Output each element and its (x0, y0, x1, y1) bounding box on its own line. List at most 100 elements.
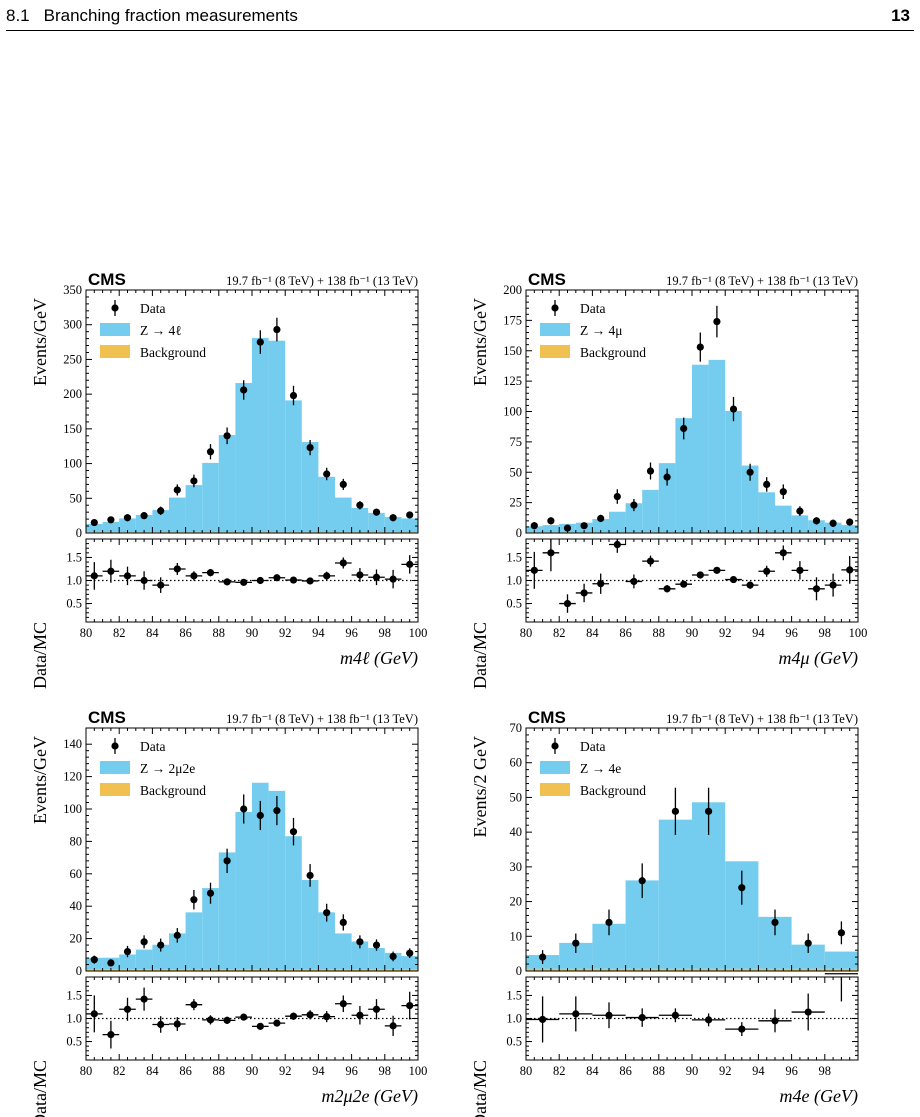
x-tick-label: 90 (686, 1064, 699, 1078)
ratio-tick-label: 1.5 (66, 550, 82, 564)
signal-bar (268, 790, 286, 970)
ratio-point (696, 571, 704, 579)
x-tick-label: 94 (752, 1064, 765, 1078)
signal-bar (268, 340, 286, 533)
signal-bar (808, 520, 825, 533)
ratio-point (306, 1011, 314, 1019)
ratio-point (190, 1001, 198, 1009)
signal-bar (592, 519, 609, 533)
ratio-y-ticks: 0.5 1.0 1.5 (66, 981, 418, 1056)
ratio-point (356, 571, 364, 579)
ratio-point (389, 1022, 397, 1030)
data-point (173, 931, 181, 939)
ratio-point (273, 574, 281, 582)
ratio-plot-frame (525, 538, 859, 623)
data-point (256, 338, 264, 346)
legend-label-signal: Z → 4ℓ (140, 323, 182, 338)
ratio-point (738, 1025, 746, 1033)
ratio-point (406, 1001, 414, 1010)
ratio-point (530, 566, 538, 574)
ratio-points (86, 987, 418, 1049)
section-number: 8.1 (6, 6, 30, 25)
data-point (563, 524, 572, 532)
data-point (389, 952, 397, 961)
x-tick-label: 98 (819, 1064, 832, 1078)
signal-bar (119, 518, 136, 533)
x-tick-label: 86 (619, 626, 632, 640)
ratio-point (663, 585, 671, 593)
y-tick-label: 25 (510, 496, 523, 510)
data-point (812, 517, 821, 525)
ratio-point (630, 577, 638, 586)
signal-bar (658, 819, 692, 969)
legend-swatch-background (100, 345, 130, 358)
ratio-tick-label: 0.5 (66, 1035, 82, 1049)
signal-bar (169, 497, 186, 533)
ratio-tick-label: 0.5 (506, 1035, 522, 1049)
x-axis-ticks: 80 82 84 86 88 90 92 94 96 98 100 (520, 290, 867, 640)
y-tick-label: 0 (76, 964, 82, 978)
data-point (90, 518, 98, 527)
legend-label-background: Background (580, 345, 646, 360)
ratio-axis-title: Data/MC (30, 1060, 50, 1117)
ratio-point (306, 577, 314, 585)
signal-bar (235, 383, 252, 533)
y-tick-label: 50 (70, 491, 83, 505)
ratio-point (812, 585, 821, 593)
data-point (157, 507, 165, 515)
ratio-axis-title: Data/MC (30, 622, 50, 689)
ratio-point (90, 572, 98, 580)
ratio-point (90, 1010, 98, 1018)
signal-bar (368, 512, 385, 533)
data-points (90, 317, 414, 527)
ratio-point (173, 565, 181, 573)
ratio-point (123, 572, 132, 580)
ratio-point (157, 1020, 165, 1029)
signal-bar (708, 359, 726, 533)
ratio-point (223, 578, 231, 586)
data-point (729, 405, 738, 413)
data-point (323, 909, 331, 917)
data-point (389, 514, 397, 522)
data-point (539, 953, 547, 961)
ratio-point (646, 557, 655, 565)
legend-swatch-background (540, 345, 570, 358)
data-point (547, 517, 555, 525)
page-number: 13 (891, 6, 910, 25)
data-point (680, 424, 688, 433)
x-tick-label: 94 (752, 626, 765, 640)
ratio-point (289, 576, 298, 584)
y-tick-label: 250 (63, 352, 82, 366)
x-tick-label: 92 (719, 1064, 732, 1078)
data-point (289, 391, 298, 400)
ratio-plot-frame (85, 976, 419, 1061)
signal-bar (351, 508, 369, 533)
legend-label-background: Background (580, 783, 646, 798)
signal-bar (542, 525, 560, 533)
ratio-point (539, 1015, 547, 1024)
ratio-point (597, 580, 605, 588)
chart-m4l: CMS 19.7 fb⁻¹ (8 TeV) + 138 fb⁻¹ (13 TeV)… (30, 270, 427, 689)
ratio-points (526, 973, 858, 1043)
legend: Data Z → 4μ Background (540, 300, 646, 360)
x-axis-title: m4ℓ (GeV) (340, 648, 418, 669)
signal-bar (401, 956, 418, 970)
signal-bar (318, 476, 335, 533)
data-point (289, 828, 298, 836)
y-axis-title: Events/GeV (470, 298, 490, 386)
x-tick-label: 92 (279, 1064, 292, 1078)
signal-bar (775, 505, 792, 533)
signal-bar (841, 525, 858, 533)
x-tick-label: 80 (80, 626, 93, 640)
y-tick-label: 30 (510, 860, 523, 874)
x-axis-title: m4e (GeV) (780, 1086, 858, 1107)
ratio-point (339, 1000, 347, 1008)
legend-data-marker (111, 304, 119, 312)
data-point (356, 501, 364, 509)
x-tick-label: 94 (312, 1064, 325, 1078)
signal-bar (301, 879, 319, 970)
ratio-point (206, 569, 215, 577)
data-point (190, 477, 198, 485)
signal-bar (824, 522, 842, 533)
x-tick-label: 98 (819, 626, 832, 640)
